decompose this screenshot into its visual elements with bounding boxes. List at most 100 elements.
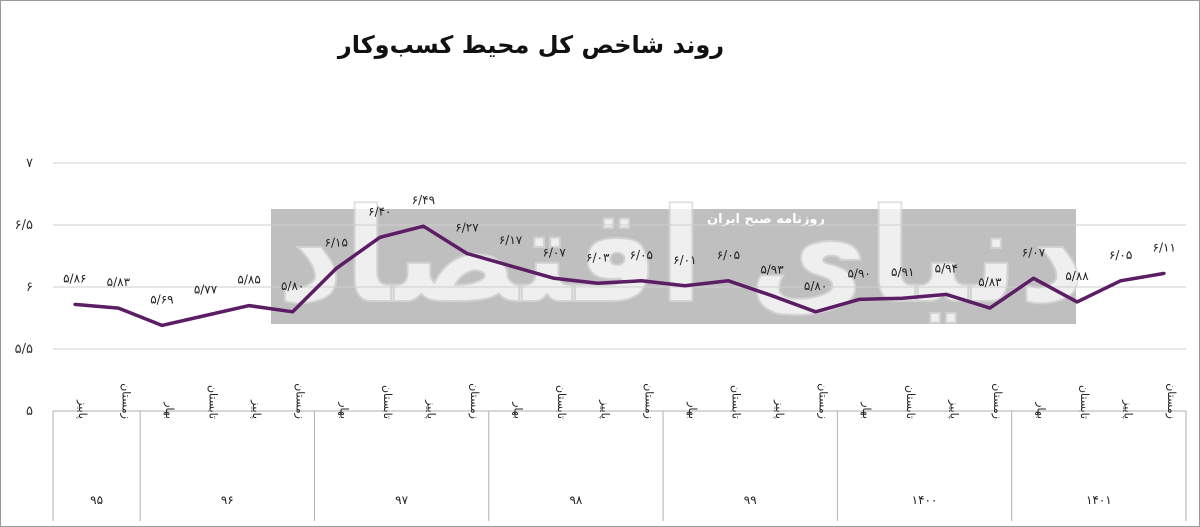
data-label: ۶/۴۹ xyxy=(412,193,435,207)
data-label: ۶/۴۰ xyxy=(368,204,391,218)
data-label: ۶/۰۵ xyxy=(717,248,740,262)
data-point xyxy=(1162,271,1166,275)
year-label: ۹۹ xyxy=(744,493,757,507)
data-point xyxy=(1031,276,1035,280)
data-label: ۶/۱۱ xyxy=(1153,240,1176,254)
x-tick-label: پاییز xyxy=(947,399,960,419)
data-point xyxy=(116,306,120,310)
x-tick-label: زمستان xyxy=(642,383,655,419)
watermark-box-text: روزنامه صبح ایران xyxy=(707,212,825,227)
data-point xyxy=(552,276,556,280)
x-tick-label: پاییز xyxy=(1122,399,1135,419)
data-point xyxy=(944,292,948,296)
data-label: ۵/۸۶ xyxy=(63,271,86,285)
data-point xyxy=(901,296,905,300)
data-labels: ۵/۸۶ ۵/۸۳ ۵/۶۹ ۵/۷۷ ۵/۸۵ ۵/۸۰ ۶/۱۵ ۶/۴۰ ۶/۴۹ ۶/۲۷… xyxy=(63,193,1176,306)
data-label: ۵/۸۰ xyxy=(804,279,827,293)
year-label: ۱۴۰۱ xyxy=(1086,493,1112,507)
x-tick-label: زمستان xyxy=(119,383,132,419)
watermark-box xyxy=(271,209,1076,324)
y-axis: ۷ ۶/۵ ۶ ۵/۵ ۵ xyxy=(15,156,33,419)
data-point xyxy=(814,310,818,314)
data-point xyxy=(291,310,295,314)
data-point xyxy=(683,284,687,288)
data-label: ۶/۰۳ xyxy=(586,250,610,264)
data-label: ۵/۶۹ xyxy=(150,292,173,306)
data-point xyxy=(73,302,77,306)
x-tick-label: بهار xyxy=(163,401,176,419)
x-tick-label: تابستان xyxy=(381,385,394,419)
data-label: ۵/۹۰ xyxy=(847,266,870,280)
y-tick-label: ۷ xyxy=(26,156,33,171)
x-tick-label: پاییز xyxy=(250,399,263,419)
data-point xyxy=(988,306,992,310)
data-label: ۵/۸۳ xyxy=(978,275,1002,289)
data-label: ۵/۹۴ xyxy=(935,261,958,275)
watermark: روزنامه صبح ایران دنیای اقتصاد xyxy=(271,179,1086,333)
x-tick-label: زمستان xyxy=(817,383,830,419)
x-tick-label: بهار xyxy=(1035,401,1048,419)
x-tick-label: زمستان xyxy=(468,383,481,419)
data-point xyxy=(596,281,600,285)
x-axis: پاییز زمستان ۹۵ بهار تابستان پاییز زمستان ۹۶ بها… xyxy=(52,383,1187,521)
watermark-logo: دنیای اقتصاد xyxy=(277,180,1085,332)
x-tick-label: زمستان xyxy=(1165,383,1178,419)
x-tick-label: پاییز xyxy=(773,399,786,419)
x-tick-label: تابستان xyxy=(1078,385,1091,419)
y-tick-label: ۶ xyxy=(26,280,33,295)
data-label: ۶/۰۱ xyxy=(673,253,696,267)
data-label: ۶/۰۷ xyxy=(1022,245,1046,259)
data-point xyxy=(160,323,164,327)
data-label: ۵/۹۳ xyxy=(760,263,784,277)
x-tick-label: تابستان xyxy=(207,385,220,419)
y-tick-label: ۵/۵ xyxy=(15,342,33,357)
x-tick-label: تابستان xyxy=(555,385,568,419)
data-point xyxy=(639,279,643,283)
x-tick-label: پاییز xyxy=(424,399,437,419)
data-point xyxy=(1119,279,1123,283)
data-label: ۵/۸۸ xyxy=(1065,269,1089,283)
y-tick-label: ۶/۵ xyxy=(15,218,33,233)
series-line xyxy=(74,224,1165,328)
x-tick-label: بهار xyxy=(512,401,525,419)
data-point xyxy=(1075,300,1079,304)
data-label: ۶/۰۷ xyxy=(542,245,566,259)
y-tick-label: ۵ xyxy=(26,404,33,419)
year-label: ۹۷ xyxy=(395,493,408,507)
data-label: ۵/۹۱ xyxy=(891,265,914,279)
x-tick-label: زمستان xyxy=(991,383,1004,419)
x-tick-label: زمستان xyxy=(294,383,307,419)
data-point xyxy=(378,235,382,239)
data-point xyxy=(204,314,208,318)
data-label: ۵/۸۵ xyxy=(237,273,260,287)
x-tick-label: بهار xyxy=(686,401,699,419)
data-point xyxy=(857,297,861,301)
data-label: ۵/۸۳ xyxy=(107,275,131,289)
data-label: ۵/۸۰ xyxy=(281,279,304,293)
data-point xyxy=(334,266,338,270)
year-label: ۹۵ xyxy=(90,493,103,507)
data-label: ۶/۰۵ xyxy=(630,248,653,262)
year-label: ۹۶ xyxy=(221,493,234,507)
data-point xyxy=(421,224,425,228)
x-tick-label: بهار xyxy=(860,401,873,419)
data-point xyxy=(465,252,469,256)
x-tick-label: پاییز xyxy=(599,399,612,419)
data-point xyxy=(247,304,251,308)
data-point xyxy=(726,279,730,283)
x-tick-label: تابستان xyxy=(729,385,742,419)
x-tick-label: پاییز xyxy=(76,399,89,419)
data-point xyxy=(770,294,774,298)
x-tick-label: تابستان xyxy=(904,385,917,419)
chart-title: روند شاخص کل محیط کسب‌وکار xyxy=(337,31,724,59)
data-point xyxy=(509,264,513,268)
year-label: ۱۴۰۰ xyxy=(912,493,938,507)
data-label: ۶/۱۷ xyxy=(499,233,523,247)
series-line-group xyxy=(73,224,1166,328)
data-label: ۶/۰۵ xyxy=(1109,248,1132,262)
data-label: ۵/۷۷ xyxy=(194,283,218,297)
year-label: ۹۸ xyxy=(569,493,582,507)
data-label: ۶/۱۵ xyxy=(325,235,348,249)
